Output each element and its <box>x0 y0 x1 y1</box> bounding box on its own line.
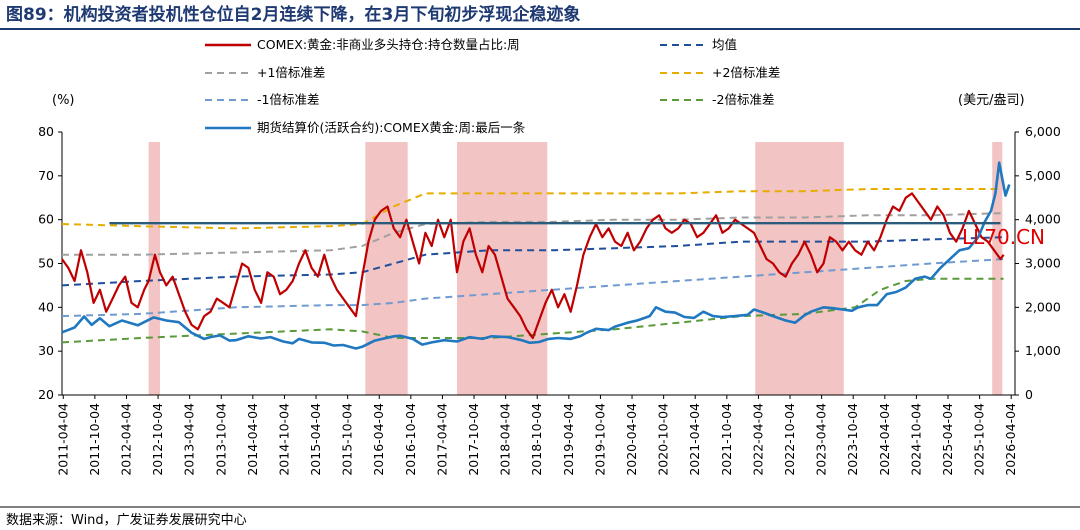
x-tick-label: 2021-10-04 <box>719 403 734 476</box>
legend-label-plus1: +1倍标准差 <box>257 65 325 80</box>
x-tick-label: 2013-04-04 <box>182 403 197 476</box>
y-left-tick-label: 30 <box>38 343 54 358</box>
legend-label-price: 期货结算价(活跃合约):COMEX黄金:周:最后一条 <box>257 120 526 135</box>
y-left-tick-label: 20 <box>38 387 54 402</box>
y-left-tick-label: 50 <box>38 256 54 271</box>
x-tick-label: 2013-10-04 <box>213 403 228 476</box>
series-line-net_long <box>61 192 1005 340</box>
x-tick-label: 2026-04-04 <box>1003 403 1018 476</box>
y-right-tick-label: 6,000 <box>1025 124 1061 139</box>
x-tick-label: 2018-10-04 <box>529 403 544 476</box>
y-left-tick-label: 70 <box>38 168 54 183</box>
y-left-tick-label: 80 <box>38 124 54 139</box>
shaded-period-1 <box>365 142 408 395</box>
legend-label-mean: 均值 <box>712 37 737 52</box>
shaded-periods <box>148 142 1003 395</box>
shaded-period-2 <box>456 142 548 395</box>
legend: COMEX:黄金:非商业多头持仓:持仓数量占比:周 均值 +1倍标准差 +2倍标准差 -… <box>205 37 780 135</box>
x-tick-label: 2016-10-04 <box>403 403 418 476</box>
chart-title: 图89：机构投资者投机性仓位自2月连续下降，在3月下旬初步浮现企稳迹象 <box>6 4 580 25</box>
y-right-tick-label: 4,000 <box>1025 212 1061 227</box>
x-tick-label: 2015-04-04 <box>308 403 323 476</box>
x-tick-label: 2014-10-04 <box>276 403 291 476</box>
legend-label-plus2: +2倍标准差 <box>712 65 780 80</box>
series-line-mean <box>61 236 1004 287</box>
series-line-plus2 <box>61 188 1004 230</box>
watermark: LL70.CN <box>962 225 1045 249</box>
y-right-tick-label: 5,000 <box>1025 168 1061 183</box>
x-tick-label: 2021-04-04 <box>687 403 702 476</box>
y-left-tick-label: 60 <box>38 212 54 227</box>
y-right-tick-label: 3,000 <box>1025 256 1061 271</box>
shaded-period-3 <box>755 142 844 395</box>
x-tick-label: 2025-04-04 <box>940 403 955 476</box>
y-right-tick-label: 0 <box>1025 387 1033 402</box>
y-right-tick-label: 2,000 <box>1025 299 1061 314</box>
legend-label-minus1: -1倍标准差 <box>257 92 319 107</box>
shaded-period-0 <box>148 142 160 395</box>
x-tick-label: 2025-10-04 <box>972 403 987 476</box>
series-lines <box>61 161 1011 350</box>
x-tick-label: 2015-10-04 <box>340 403 355 476</box>
legend-label-net_long: COMEX:黄金:非商业多头持仓:持仓数量占比:周 <box>257 37 520 52</box>
x-tick-label: 2014-04-04 <box>245 403 260 476</box>
left-axis-unit: (%) <box>52 93 75 108</box>
x-tick-label: 2022-04-04 <box>750 403 765 476</box>
x-tick-label: 2016-04-04 <box>371 403 386 476</box>
y-left-tick-label: 40 <box>38 299 54 314</box>
x-tick-label: 2018-04-04 <box>498 403 513 476</box>
x-tick-label: 2012-04-04 <box>118 403 133 476</box>
x-tick-label: 2011-04-04 <box>55 403 70 476</box>
x-tick-label: 2024-04-04 <box>877 403 892 476</box>
legend-label-minus2: -2倍标准差 <box>712 92 774 107</box>
series-line-minus1 <box>61 258 1004 318</box>
x-tick-label: 2012-10-04 <box>150 403 165 476</box>
right-axis-unit: (美元/盎司) <box>958 93 1025 108</box>
shaded-period-4 <box>992 142 1003 395</box>
series-line-plus1 <box>62 212 1004 256</box>
x-tick-label: 2020-04-04 <box>624 403 639 476</box>
x-tick-label: 2024-10-04 <box>908 403 923 476</box>
x-tick-label: 2019-04-04 <box>561 403 576 476</box>
x-tick-label: 2017-10-04 <box>466 403 481 476</box>
x-tick-label: 2023-10-04 <box>845 403 860 476</box>
source-note: 数据来源：Wind，广发证券发展研究中心 <box>6 512 247 528</box>
x-tick-label: 2017-04-04 <box>434 403 449 476</box>
x-tick-label: 2020-10-04 <box>656 403 671 476</box>
x-tick-label: 2011-10-04 <box>87 403 102 476</box>
y-axis-right: 0 1,000 2,000 3,000 4,000 5,000 6,000 <box>1015 124 1061 402</box>
x-axis: 2011-04-04 2011-10-04 2012-04-04 2012-10-04… <box>55 395 1018 476</box>
series-line-price <box>61 161 1011 350</box>
x-tick-label: 2019-10-04 <box>592 403 607 476</box>
y-axis-left: 20 30 40 50 60 70 80 <box>38 124 62 402</box>
series-line-minus2 <box>61 277 1004 344</box>
x-tick-label: 2022-10-04 <box>782 403 797 476</box>
y-right-tick-label: 1,000 <box>1025 343 1061 358</box>
x-tick-label: 2023-04-04 <box>814 403 829 476</box>
